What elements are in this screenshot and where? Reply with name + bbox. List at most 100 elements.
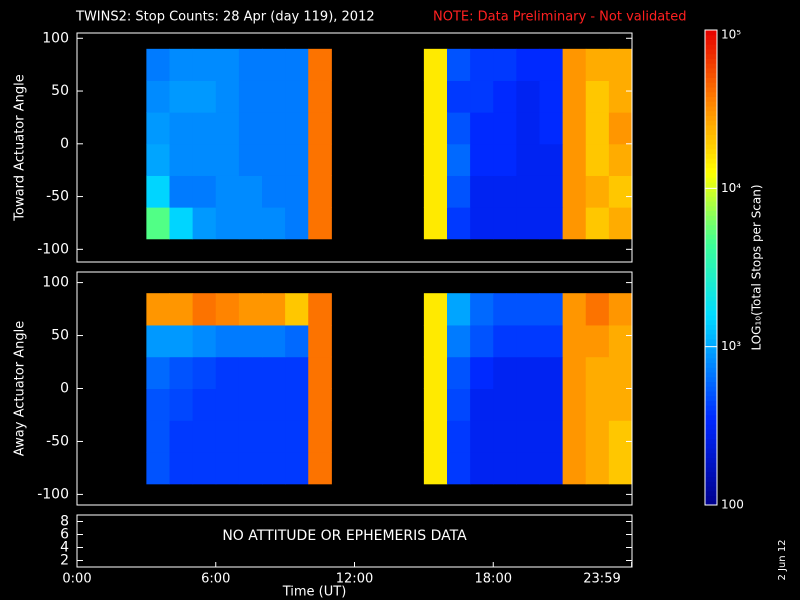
colorbar-segment <box>705 433 717 439</box>
colorbar-segment <box>705 448 717 454</box>
y-axis-label: Away Actuator Angle <box>13 321 28 456</box>
colorbar-segment <box>705 476 717 482</box>
heat-cell <box>608 452 633 485</box>
heat-cell <box>608 175 633 208</box>
heat-cell <box>608 80 633 113</box>
heat-cell <box>262 420 286 453</box>
colorbar-segment <box>705 134 717 140</box>
colorbar-segment <box>705 281 717 287</box>
heat-cell <box>562 175 587 208</box>
heat-cell <box>516 48 540 81</box>
heat-cell <box>285 143 309 176</box>
colorbar-segment <box>705 410 717 416</box>
heat-cell <box>493 80 517 113</box>
y-axis-label: Toward Actuator Angle <box>13 74 28 221</box>
heat-cell <box>516 452 540 485</box>
heat-cell <box>562 112 587 145</box>
y-tick-label: 100 <box>42 30 69 46</box>
heat-cell <box>146 452 170 485</box>
heat-cell <box>423 452 448 485</box>
colorbar-segment <box>705 39 717 45</box>
heat-cell <box>238 293 263 326</box>
y-tick-label: -50 <box>46 189 69 205</box>
colorbar-segment <box>705 291 717 297</box>
colorbar-segment <box>705 224 717 230</box>
colorbar-segment <box>705 58 717 64</box>
colorbar-segment <box>705 205 717 211</box>
heat-cell <box>238 80 263 113</box>
heat-cell <box>585 356 610 389</box>
heat-cell <box>308 207 332 240</box>
heat-cell <box>493 112 517 145</box>
colorbar-segment <box>705 310 717 316</box>
colorbar-segment <box>705 172 717 178</box>
heat-cell <box>493 143 517 176</box>
colorbar-segment <box>705 343 717 349</box>
heat-cell <box>516 80 540 113</box>
colorbar-segment <box>705 215 717 221</box>
heat-cell <box>192 48 217 81</box>
heat-cell <box>262 356 286 389</box>
heat-cell <box>470 143 494 176</box>
x-tick-label: 12:00 <box>336 572 373 587</box>
colorbar-segment <box>705 267 717 273</box>
plot-frame <box>76 32 633 263</box>
colorbar-segment <box>705 467 717 473</box>
colorbar-segment <box>705 357 717 363</box>
heat-cell <box>308 48 332 81</box>
heat-cell <box>215 207 240 240</box>
heat-cell <box>215 452 240 485</box>
heat-cell <box>470 207 494 240</box>
heat-cell <box>262 388 286 421</box>
heat-cell <box>169 175 194 208</box>
colorbar-segment <box>705 191 717 197</box>
heat-cell <box>516 207 540 240</box>
colorbar-tick-label: 10⁵ <box>721 28 741 42</box>
colorbar-segment <box>705 125 717 131</box>
colorbar-segment <box>705 110 717 116</box>
heat-cell <box>146 388 170 421</box>
colorbar-segment <box>705 82 717 88</box>
heat-cell <box>169 112 194 145</box>
heat-cell <box>562 293 587 326</box>
y-tick-label: 100 <box>42 275 69 291</box>
colorbar-segment <box>705 405 717 411</box>
colorbar-segment <box>705 220 717 226</box>
colorbar-segment <box>705 96 717 102</box>
heat-cell <box>539 356 564 389</box>
colorbar-segment <box>705 319 717 325</box>
heat-cell <box>447 356 471 389</box>
heat-cell <box>423 207 448 240</box>
heat-cell <box>608 420 633 453</box>
heat-cell <box>285 356 309 389</box>
heat-cell <box>423 143 448 176</box>
heat-cell <box>423 324 448 358</box>
heat-cell <box>423 112 448 145</box>
heat-cell <box>539 388 564 421</box>
heat-cell <box>146 420 170 453</box>
note: NOTE: Data Preliminary - Not validated <box>433 10 687 25</box>
heat-cell <box>169 420 194 453</box>
colorbar-segment <box>705 106 717 112</box>
colorbar-segment <box>705 201 717 207</box>
heat-cell <box>192 207 217 240</box>
colorbar-segment <box>705 305 717 311</box>
heat-cell <box>539 80 564 113</box>
heat-cell <box>608 207 633 240</box>
heat-cell <box>238 452 263 485</box>
heat-cell <box>493 452 517 485</box>
chart-title: TWINS2: Stop Counts: 28 Apr (day 119), 2… <box>75 10 375 25</box>
colorbar-segment <box>705 424 717 430</box>
heat-cell <box>493 293 517 326</box>
heat-cell <box>262 80 286 113</box>
heat-cell <box>262 112 286 145</box>
heat-cell <box>516 388 540 421</box>
heat-cell <box>447 293 471 326</box>
heat-cell <box>493 324 517 358</box>
y-tick-label: -100 <box>37 241 69 257</box>
heat-cell <box>562 452 587 485</box>
heat-cell <box>192 324 217 358</box>
heat-cell <box>146 356 170 389</box>
colorbar-segment <box>705 286 717 292</box>
